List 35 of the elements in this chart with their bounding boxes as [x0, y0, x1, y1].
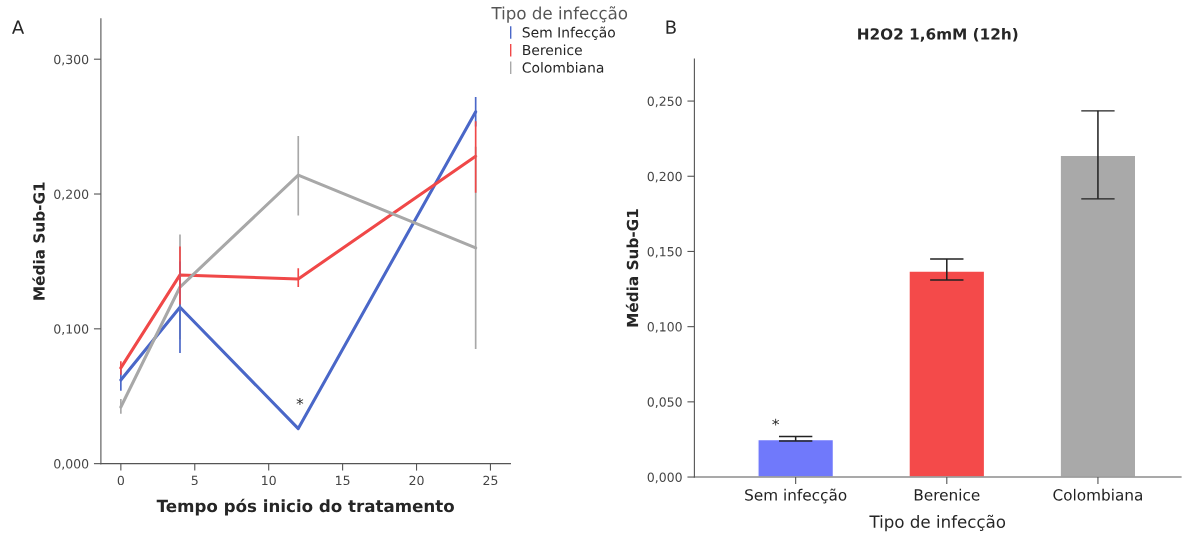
y-axis-title: Média Sub-G1 — [32, 182, 45, 300]
text: A — [12, 20, 25, 34]
legend-label: Berenice — [523, 44, 582, 56]
annotation: * — [296, 397, 304, 405]
x-tick-label: Sem infecção — [745, 488, 847, 504]
legend-title: Tipo de infecção — [491, 6, 628, 23]
y-tick-label: 0,200 — [647, 171, 682, 183]
y-tick-label: 0,050 — [647, 397, 682, 409]
y-tick-label: 0,200 — [54, 189, 89, 201]
bar — [757, 438, 835, 478]
legend-label: Sem Infecção — [522, 26, 615, 41]
x-tick-label: 20 — [409, 475, 424, 486]
text: B — [666, 20, 676, 34]
y-tick-label: 0,000 — [54, 459, 89, 470]
x-tick-label: 5 — [191, 475, 198, 486]
legend-label: Colombiana — [522, 62, 604, 73]
x-tick-label: Berenice — [914, 488, 980, 501]
x-tick-label: Colombiana — [1053, 488, 1142, 501]
y-tick-label: 0,000 — [647, 472, 682, 484]
y-tick-label: 0,100 — [647, 322, 682, 333]
y-tick-label: 0,150 — [647, 246, 682, 258]
bar — [908, 270, 986, 478]
y-tick-label: 0,300 — [54, 54, 89, 66]
y-tick-label: 0,250 — [647, 96, 682, 108]
y-axis-title: Média Sub-G1 — [625, 209, 639, 327]
x-axis-title: Tipo de infecção — [869, 514, 1006, 532]
x-tick-label: 15 — [336, 475, 350, 486]
x-tick-label: 0 — [117, 475, 124, 486]
bar — [1059, 154, 1137, 478]
annotation: * — [772, 418, 780, 426]
chart-title: H2O2 1,6mM (12h) — [858, 27, 1018, 42]
x-tick-label: 10 — [262, 475, 276, 486]
x-axis-title: Tempo pós inicio do tratamento — [156, 498, 454, 516]
y-tick-label: 0,100 — [54, 324, 89, 336]
x-tick-label: 25 — [483, 475, 498, 486]
